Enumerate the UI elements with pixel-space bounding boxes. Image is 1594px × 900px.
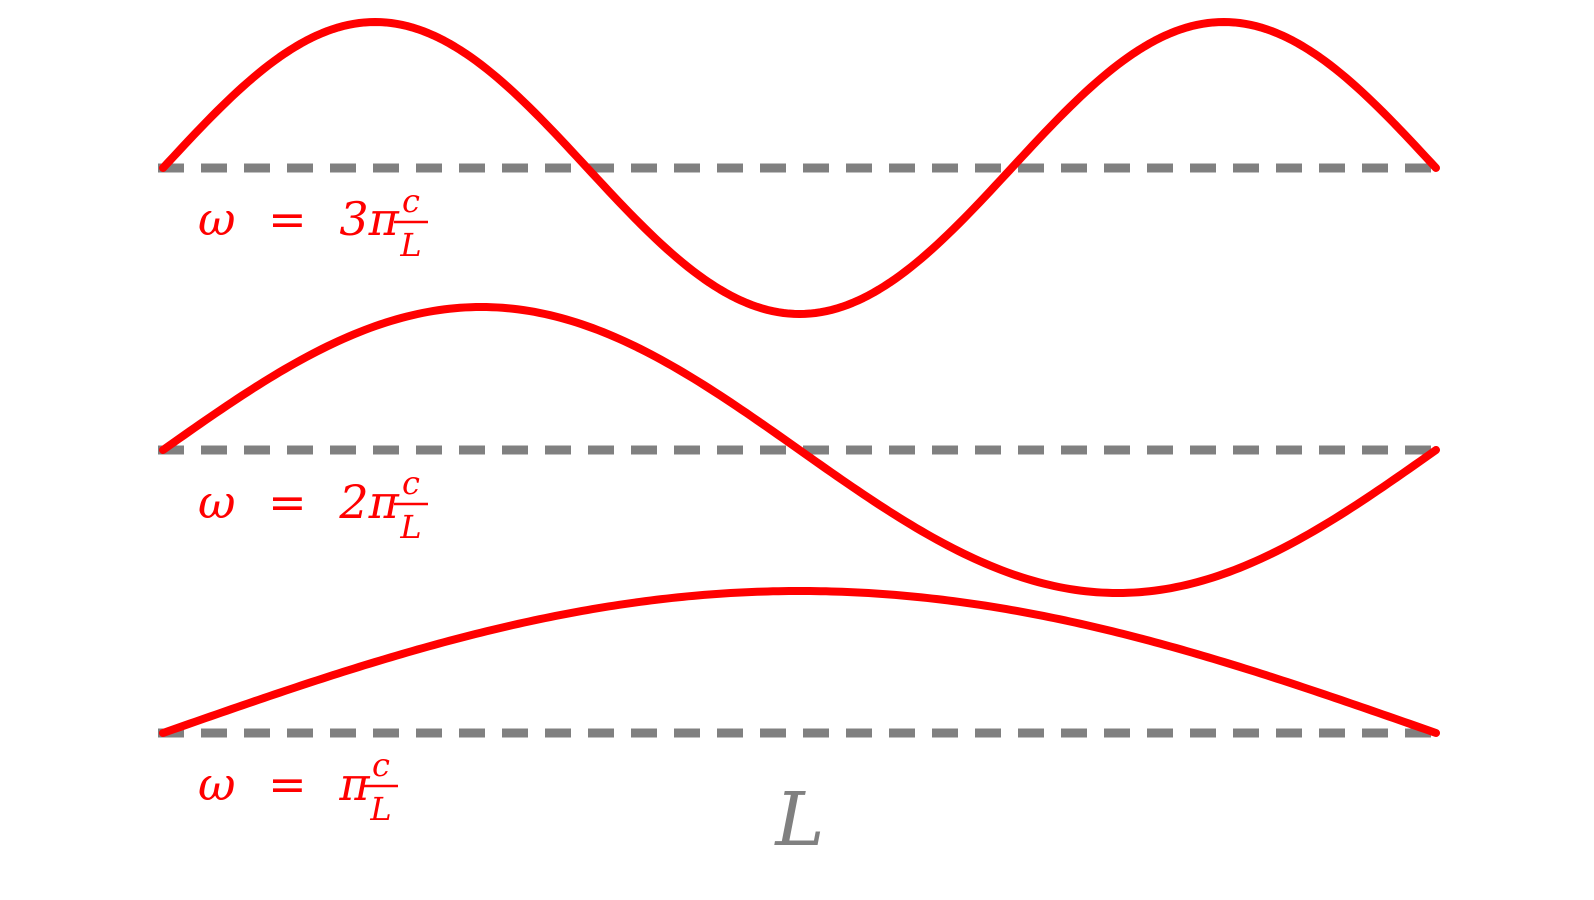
mode-1-fraction: c L (364, 746, 398, 828)
frequency-coefficient: π (338, 757, 370, 811)
omega-symbol: ω (198, 192, 236, 246)
omega-symbol: ω (198, 475, 236, 529)
frequency-coefficient: 2π (338, 475, 399, 529)
fraction-denominator: L (399, 226, 421, 264)
mode-3-fraction: c L (394, 182, 428, 264)
fraction-denominator: L (369, 790, 391, 828)
mode-3-wave (159, 18, 1440, 318)
equals-sign: = (268, 757, 307, 811)
mode-3-group: ω = 3π c L (158, 18, 1440, 318)
string-length-label: L (773, 777, 824, 863)
mode-2-frequency-label: ω = 2π (198, 475, 400, 529)
omega-symbol: ω (198, 757, 236, 811)
mode-1-group: ω = π c L (158, 587, 1440, 828)
mode-1-frequency-label: ω = π (198, 757, 370, 811)
fraction-numerator: c (402, 464, 420, 502)
mode-3-frequency-label: ω = 3π (198, 192, 400, 246)
fraction-denominator: L (399, 508, 421, 546)
mode-2-fraction: c L (394, 464, 428, 546)
equals-sign: = (268, 192, 307, 246)
mode-2-group: ω = 2π c L (158, 303, 1440, 597)
frequency-coefficient: 3π (339, 192, 399, 246)
mode-1-wave (159, 587, 1440, 737)
fraction-numerator: c (372, 746, 390, 784)
equals-sign: = (268, 475, 307, 529)
mode-2-wave (159, 303, 1440, 597)
fraction-numerator: c (402, 182, 420, 220)
